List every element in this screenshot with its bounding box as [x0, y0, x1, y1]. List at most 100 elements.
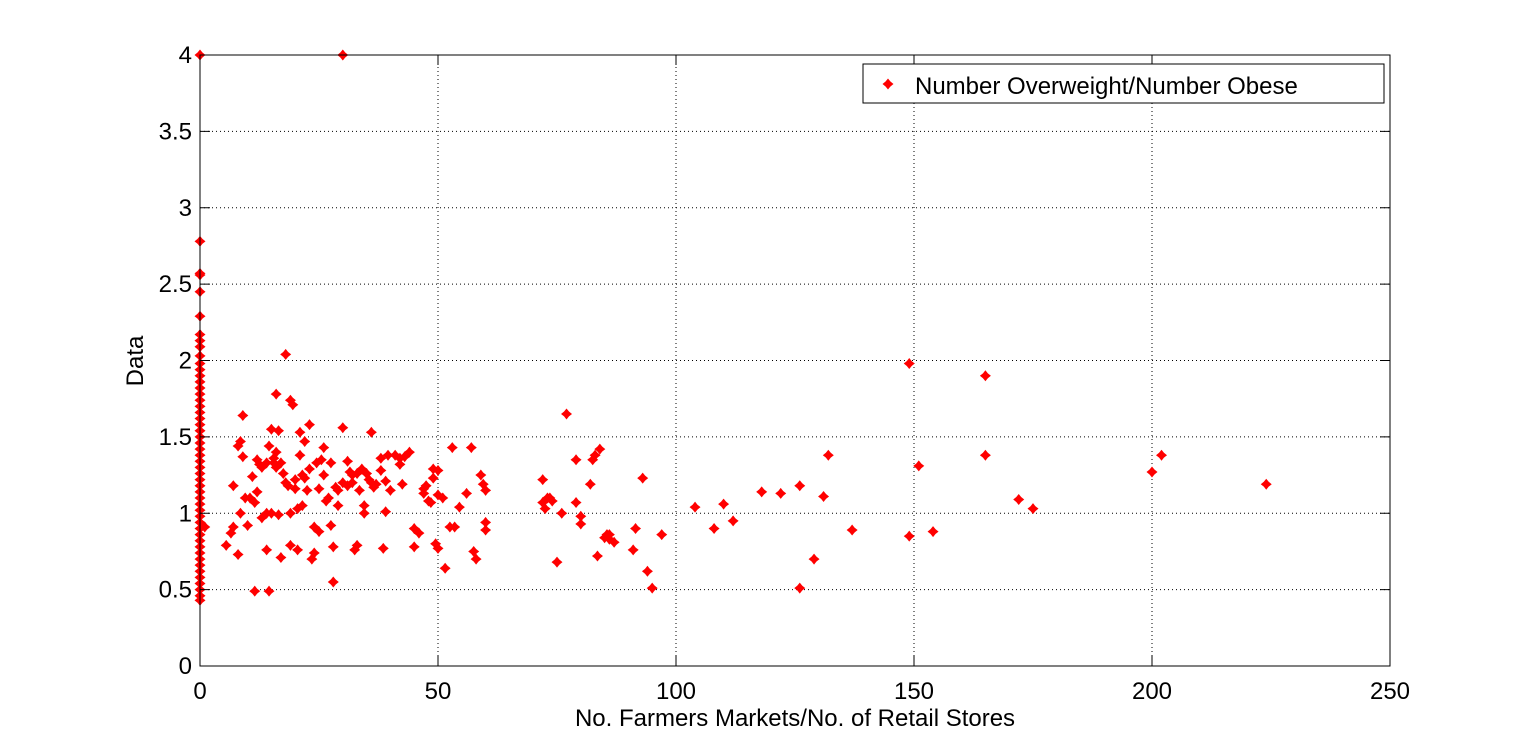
data-point [913, 460, 925, 472]
data-point [377, 542, 389, 554]
data-point [349, 544, 361, 556]
data-point [708, 523, 720, 535]
y-tick-label: 2.5 [159, 271, 192, 298]
data-point [465, 442, 477, 454]
data-point [308, 521, 320, 533]
data-point [337, 477, 349, 489]
data-point [263, 440, 275, 452]
data-point [1146, 466, 1158, 478]
data-point [273, 509, 285, 521]
data-point [249, 497, 261, 509]
data-point [389, 449, 401, 461]
data-point [296, 500, 308, 512]
data-point [453, 501, 465, 513]
data-point [351, 539, 363, 551]
data-point [308, 547, 320, 559]
data-point [346, 469, 358, 481]
data-point [251, 486, 263, 498]
data-point [254, 458, 265, 470]
data-point [927, 526, 939, 538]
data-point [382, 449, 394, 461]
data-point [306, 553, 318, 565]
data-point [332, 500, 344, 512]
data-point [292, 503, 304, 515]
ticks [199, 54, 1391, 667]
data-point [249, 585, 261, 597]
data-point [818, 490, 830, 502]
data-point [480, 484, 492, 496]
data-point [327, 576, 339, 588]
data-point [394, 458, 406, 470]
data-point [294, 426, 306, 438]
data-point [292, 544, 304, 556]
data-point [396, 478, 408, 490]
data-point [294, 449, 306, 461]
data-point [313, 526, 325, 538]
data-point [251, 454, 263, 466]
data-point [361, 468, 373, 480]
data-point [979, 370, 991, 382]
data-point [380, 506, 392, 518]
y-axis-label: Data [122, 335, 149, 386]
data-point [420, 480, 432, 492]
data-point [1156, 449, 1168, 461]
data-point [227, 480, 239, 492]
data-point [220, 539, 232, 551]
data-point [587, 454, 599, 466]
data-point [430, 538, 442, 550]
data-point [432, 489, 444, 501]
data-point [365, 426, 377, 438]
data-point [1013, 494, 1025, 505]
data-point [475, 469, 487, 481]
data-point [718, 498, 730, 510]
data-point [477, 478, 489, 490]
data-point [311, 457, 323, 469]
data-point [273, 425, 285, 437]
data-point [323, 492, 335, 504]
data-point [325, 457, 337, 469]
data-point [284, 507, 296, 519]
y-tick-label: 0 [179, 653, 192, 680]
data-point [468, 545, 480, 557]
data-point [284, 539, 296, 551]
data-point [380, 475, 392, 487]
legend: Number Overweight/Number Obese [862, 63, 1385, 104]
data-point [903, 530, 915, 542]
data-point [227, 521, 239, 533]
data-point [570, 497, 582, 509]
x-tick-label: 150 [894, 678, 934, 705]
data-point [551, 556, 563, 568]
data-point [561, 408, 573, 420]
data-point [480, 516, 492, 528]
data-point [282, 480, 294, 492]
data-point [232, 440, 244, 452]
data-point [546, 495, 558, 507]
data-point [427, 463, 439, 475]
data-point [351, 468, 363, 480]
data-point [432, 542, 444, 554]
data-point [234, 507, 246, 519]
data-point [261, 544, 273, 556]
data-point [261, 457, 273, 469]
data-point [756, 486, 768, 498]
data-point [263, 585, 275, 597]
data-point [408, 523, 420, 535]
data-point [327, 541, 339, 553]
data-point [199, 521, 211, 533]
data-point [318, 469, 330, 481]
data-point [330, 481, 342, 493]
legend-box [862, 63, 1385, 104]
data-point [275, 552, 287, 564]
data-point [375, 452, 387, 464]
data-point [313, 483, 325, 495]
data-point [270, 461, 282, 473]
data-point [284, 394, 296, 406]
y-tick-label: 0.5 [159, 577, 192, 604]
data-point [375, 464, 387, 476]
data-point [320, 495, 332, 507]
data-point [277, 468, 289, 480]
data-point [299, 472, 311, 484]
data-point [337, 422, 349, 434]
y-tick-label: 3.5 [159, 118, 192, 145]
legend-label: Number Overweight/Number Obese [915, 73, 1298, 100]
